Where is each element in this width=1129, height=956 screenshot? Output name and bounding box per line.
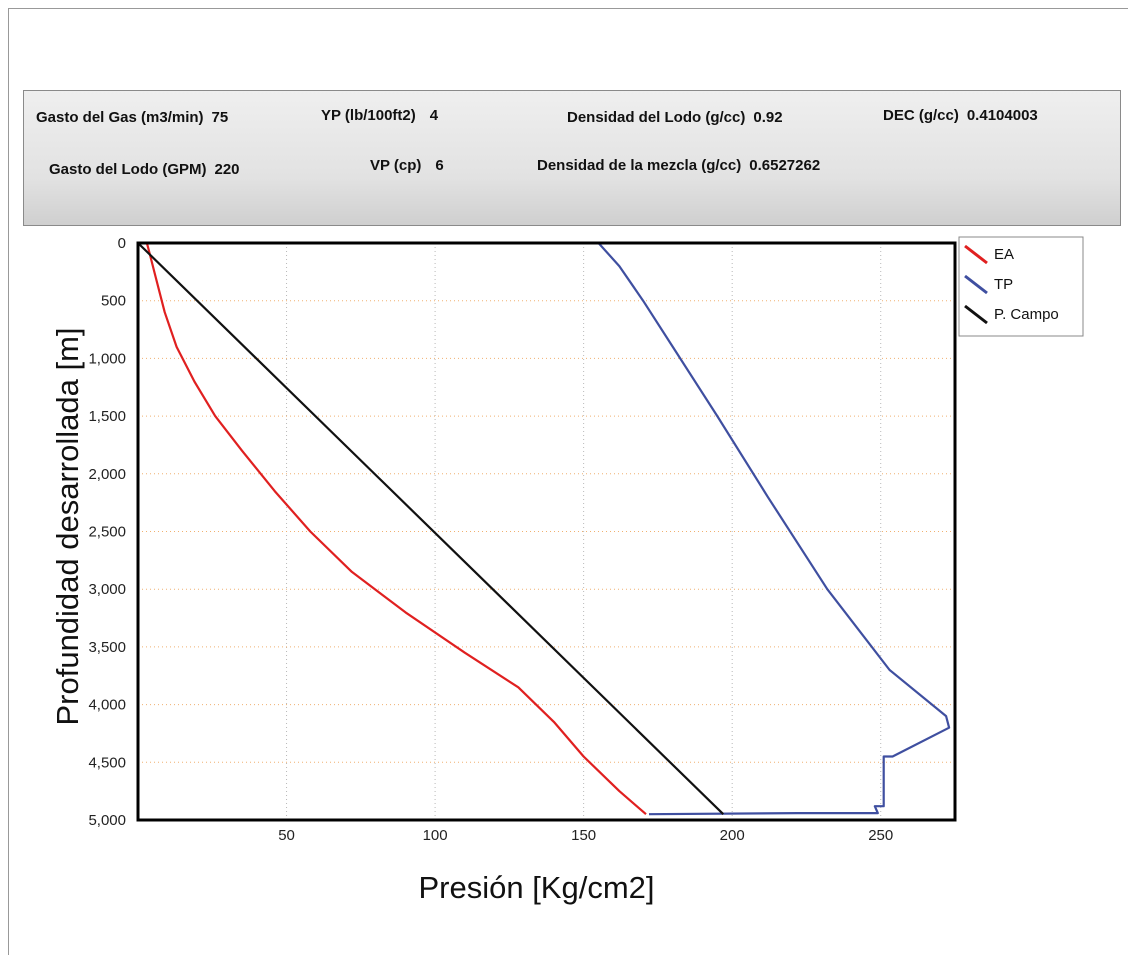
- plot-border: [136, 241, 957, 822]
- param-densidad-lodo: Densidad del Lodo (g/cc) 0.92: [567, 109, 783, 126]
- y-tick-label-6: 3,000: [88, 581, 126, 598]
- param-gasto-gas-label: Gasto del Gas (m3/min): [36, 109, 204, 126]
- param-yp: YP (lb/100ft2) 4: [321, 107, 438, 124]
- y-tick-label-9: 4,500: [88, 754, 126, 771]
- parameters-panel: Gasto del Gas (m3/min) 75 YP (lb/100ft2) 4…: [23, 90, 1121, 226]
- param-vp-label: VP (cp): [370, 157, 422, 174]
- y-axis-title: Profundidad desarrollada [m]: [50, 327, 85, 725]
- param-dec-label: DEC (g/cc): [883, 107, 959, 124]
- param-vp: VP (cp) 6: [370, 157, 444, 174]
- param-gasto-lodo: Gasto del Lodo (GPM) 220: [49, 161, 240, 178]
- legend-swatch-0: [964, 244, 988, 265]
- legend-label-2: P. Campo: [994, 306, 1059, 323]
- x-tick-label-2: 150: [571, 827, 596, 844]
- param-yp-value: 4: [429, 107, 439, 124]
- x-tick-label-1: 100: [423, 827, 448, 844]
- param-densidad-lodo-label: Densidad del Lodo (g/cc): [567, 109, 746, 126]
- x-tick-label-0: 50: [278, 827, 295, 844]
- window-frame: [8, 8, 1128, 955]
- param-yp-label: YP (lb/100ft2): [321, 107, 416, 124]
- param-gasto-gas-value: 75: [211, 109, 229, 126]
- legend-label-1: TP: [994, 276, 1013, 293]
- y-tick-label-10: 5,000: [88, 812, 126, 829]
- x-tick-label-4: 250: [868, 827, 893, 844]
- legend-swatch-2: [964, 304, 988, 325]
- series-line-tp: [597, 242, 951, 816]
- y-tick-label-0: 0: [118, 235, 126, 252]
- x-tick-label-3: 200: [720, 827, 745, 844]
- legend-label-0: EA: [994, 246, 1014, 263]
- y-tick-label-8: 4,000: [88, 697, 126, 714]
- series-line-p-campo: [137, 242, 725, 815]
- param-densidad-lodo-value: 0.92: [753, 109, 783, 126]
- y-tick-label-5: 2,500: [88, 524, 126, 541]
- param-dec: DEC (g/cc) 0.4104003: [883, 107, 1038, 124]
- legend-swatch-1: [964, 274, 988, 295]
- y-tick-label-3: 1,500: [88, 408, 126, 425]
- series-line-ea: [145, 242, 647, 816]
- param-dec-value: 0.4104003: [966, 107, 1038, 124]
- y-tick-label-4: 2,000: [88, 466, 126, 483]
- y-tick-label-1: 500: [101, 293, 126, 310]
- param-gasto-lodo-value: 220: [214, 161, 240, 178]
- param-densidad-mezcla-value: 0.6527262: [749, 157, 821, 174]
- param-densidad-mezcla-label: Densidad de la mezcla (g/cc): [537, 157, 742, 174]
- param-gasto-gas: Gasto del Gas (m3/min) 75: [36, 109, 228, 126]
- y-tick-label-7: 3,500: [88, 639, 126, 656]
- param-vp-value: 6: [435, 157, 444, 174]
- y-tick-label-2: 1,000: [88, 350, 126, 367]
- param-gasto-lodo-label: Gasto del Lodo (GPM): [49, 161, 207, 178]
- x-axis-title: Presión [Kg/cm2]: [418, 870, 654, 905]
- param-densidad-mezcla: Densidad de la mezcla (g/cc) 0.6527262: [537, 157, 820, 174]
